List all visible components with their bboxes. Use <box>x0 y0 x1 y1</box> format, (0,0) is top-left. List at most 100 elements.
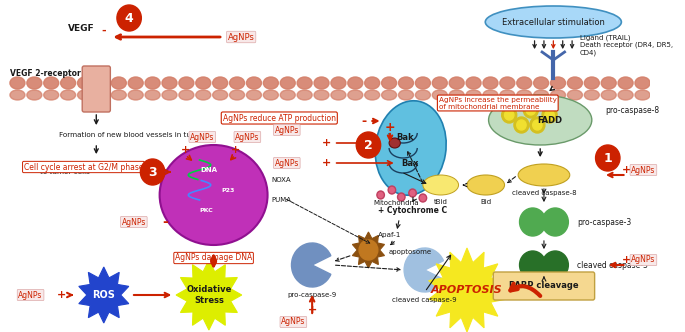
Text: AgNPs: AgNPs <box>227 33 255 42</box>
Ellipse shape <box>196 90 211 100</box>
Text: Supply nutrients, oxygen
to tumor cells: Supply nutrients, oxygen to tumor cells <box>40 161 130 175</box>
Polygon shape <box>79 267 129 323</box>
Ellipse shape <box>229 77 245 89</box>
Text: 1: 1 <box>603 151 612 164</box>
Ellipse shape <box>500 77 515 89</box>
Circle shape <box>519 208 546 236</box>
Text: AgNPs increase the permeability
of mitochondrial membrane: AgNPs increase the permeability of mitoc… <box>439 97 557 110</box>
Text: -: - <box>361 115 366 127</box>
Text: AgNPs: AgNPs <box>235 132 260 141</box>
Circle shape <box>519 251 546 279</box>
Ellipse shape <box>348 77 363 89</box>
Ellipse shape <box>635 77 650 89</box>
Text: FADD: FADD <box>537 116 562 124</box>
Ellipse shape <box>111 90 126 100</box>
Text: AgNPs: AgNPs <box>281 317 306 326</box>
Text: Ligand (TRAIL)
Death receptor (DR4, DR5,
CD4): Ligand (TRAIL) Death receptor (DR4, DR5,… <box>580 34 673 56</box>
Circle shape <box>399 195 403 200</box>
Circle shape <box>505 110 514 120</box>
Ellipse shape <box>485 6 621 38</box>
Ellipse shape <box>375 101 446 195</box>
Ellipse shape <box>601 77 616 89</box>
Ellipse shape <box>584 77 599 89</box>
Text: PARP cleavage: PARP cleavage <box>509 282 579 290</box>
Circle shape <box>390 188 395 193</box>
Text: Cell cycle arrest at G2/M phase: Cell cycle arrest at G2/M phase <box>24 162 143 172</box>
Ellipse shape <box>449 90 464 100</box>
Ellipse shape <box>179 90 194 100</box>
Ellipse shape <box>314 77 329 89</box>
Text: pro-caspase-3: pro-caspase-3 <box>577 217 631 226</box>
Ellipse shape <box>212 77 227 89</box>
Ellipse shape <box>27 90 42 100</box>
Ellipse shape <box>534 90 549 100</box>
Circle shape <box>523 102 538 118</box>
Text: AgNPs: AgNPs <box>275 125 299 134</box>
Text: +: + <box>308 305 316 315</box>
Ellipse shape <box>534 77 549 89</box>
Text: PKC: PKC <box>199 208 213 212</box>
Circle shape <box>409 189 416 197</box>
Ellipse shape <box>415 90 430 100</box>
Ellipse shape <box>10 77 25 89</box>
Ellipse shape <box>516 90 532 100</box>
Text: +: + <box>181 145 190 155</box>
Text: VEGF: VEGF <box>68 24 95 33</box>
Circle shape <box>410 191 415 196</box>
Text: AgNPs: AgNPs <box>632 165 656 175</box>
Ellipse shape <box>179 77 194 89</box>
Text: cleaved caspase-9: cleaved caspase-9 <box>393 297 457 303</box>
Ellipse shape <box>432 90 447 100</box>
Text: Bax: Bax <box>401 158 419 168</box>
Ellipse shape <box>466 77 481 89</box>
Text: AgNPs reduce ATP production: AgNPs reduce ATP production <box>223 114 336 123</box>
Ellipse shape <box>635 90 650 100</box>
Ellipse shape <box>382 90 397 100</box>
Ellipse shape <box>399 90 414 100</box>
FancyBboxPatch shape <box>82 66 110 112</box>
Ellipse shape <box>331 77 346 89</box>
Text: ROS: ROS <box>92 290 115 300</box>
Text: 2: 2 <box>364 138 373 151</box>
Ellipse shape <box>488 95 592 145</box>
Text: +: + <box>321 138 331 148</box>
Text: +: + <box>622 165 631 175</box>
Ellipse shape <box>145 77 160 89</box>
Ellipse shape <box>466 90 481 100</box>
Text: tBid: tBid <box>434 199 448 205</box>
Circle shape <box>359 240 378 260</box>
Circle shape <box>397 193 405 201</box>
Text: 3: 3 <box>148 165 157 179</box>
FancyBboxPatch shape <box>493 272 595 300</box>
Text: AgNPs: AgNPs <box>275 158 299 168</box>
Ellipse shape <box>77 90 92 100</box>
Ellipse shape <box>551 90 566 100</box>
Wedge shape <box>404 248 443 292</box>
Text: DNA: DNA <box>201 167 217 173</box>
Circle shape <box>526 105 536 115</box>
Ellipse shape <box>483 77 498 89</box>
Text: Extracellular stimulation: Extracellular stimulation <box>502 18 605 27</box>
Ellipse shape <box>364 77 379 89</box>
Circle shape <box>421 196 425 201</box>
Ellipse shape <box>467 175 505 195</box>
Ellipse shape <box>432 77 447 89</box>
Polygon shape <box>429 248 506 332</box>
Ellipse shape <box>483 90 498 100</box>
Circle shape <box>501 107 516 123</box>
Circle shape <box>514 117 529 133</box>
Text: -: - <box>162 215 168 229</box>
Ellipse shape <box>280 90 295 100</box>
Ellipse shape <box>263 90 278 100</box>
Text: +: + <box>385 121 395 133</box>
Circle shape <box>542 107 557 123</box>
Ellipse shape <box>128 90 143 100</box>
Circle shape <box>595 145 620 171</box>
Text: +: + <box>321 158 331 168</box>
Text: pro-caspase-8: pro-caspase-8 <box>605 106 659 115</box>
Ellipse shape <box>212 90 227 100</box>
Ellipse shape <box>162 90 177 100</box>
Ellipse shape <box>95 90 110 100</box>
Text: Bak: Bak <box>397 132 414 141</box>
Ellipse shape <box>500 90 515 100</box>
